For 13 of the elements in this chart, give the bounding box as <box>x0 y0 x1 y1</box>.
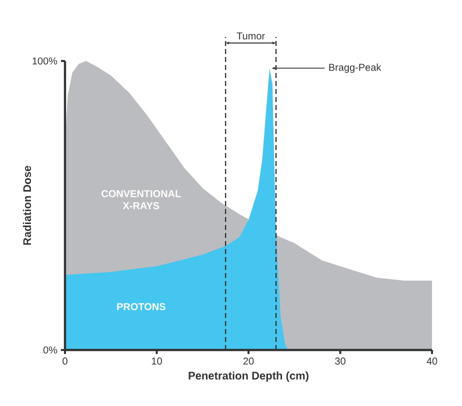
x-tick-label: 20 <box>243 358 254 365</box>
series-label: PROTONS <box>117 303 166 310</box>
y-tick-label: 0% <box>43 346 58 354</box>
y-axis-title: Radiation Dose <box>22 166 32 245</box>
x-tick-label: 30 <box>335 358 346 365</box>
series-label: CONVENTIONAL X-RAYS <box>102 190 181 210</box>
x-axis-title: Penetration Depth (cm) <box>188 371 308 382</box>
x-tick-label: 10 <box>152 358 162 365</box>
annotation: Bragg-Peak <box>329 64 382 73</box>
x-tick-label: 0 <box>62 358 68 365</box>
y-tick-label: 100% <box>32 57 58 65</box>
x-tick-label: 40 <box>426 358 438 365</box>
text: Tumor <box>236 32 265 40</box>
